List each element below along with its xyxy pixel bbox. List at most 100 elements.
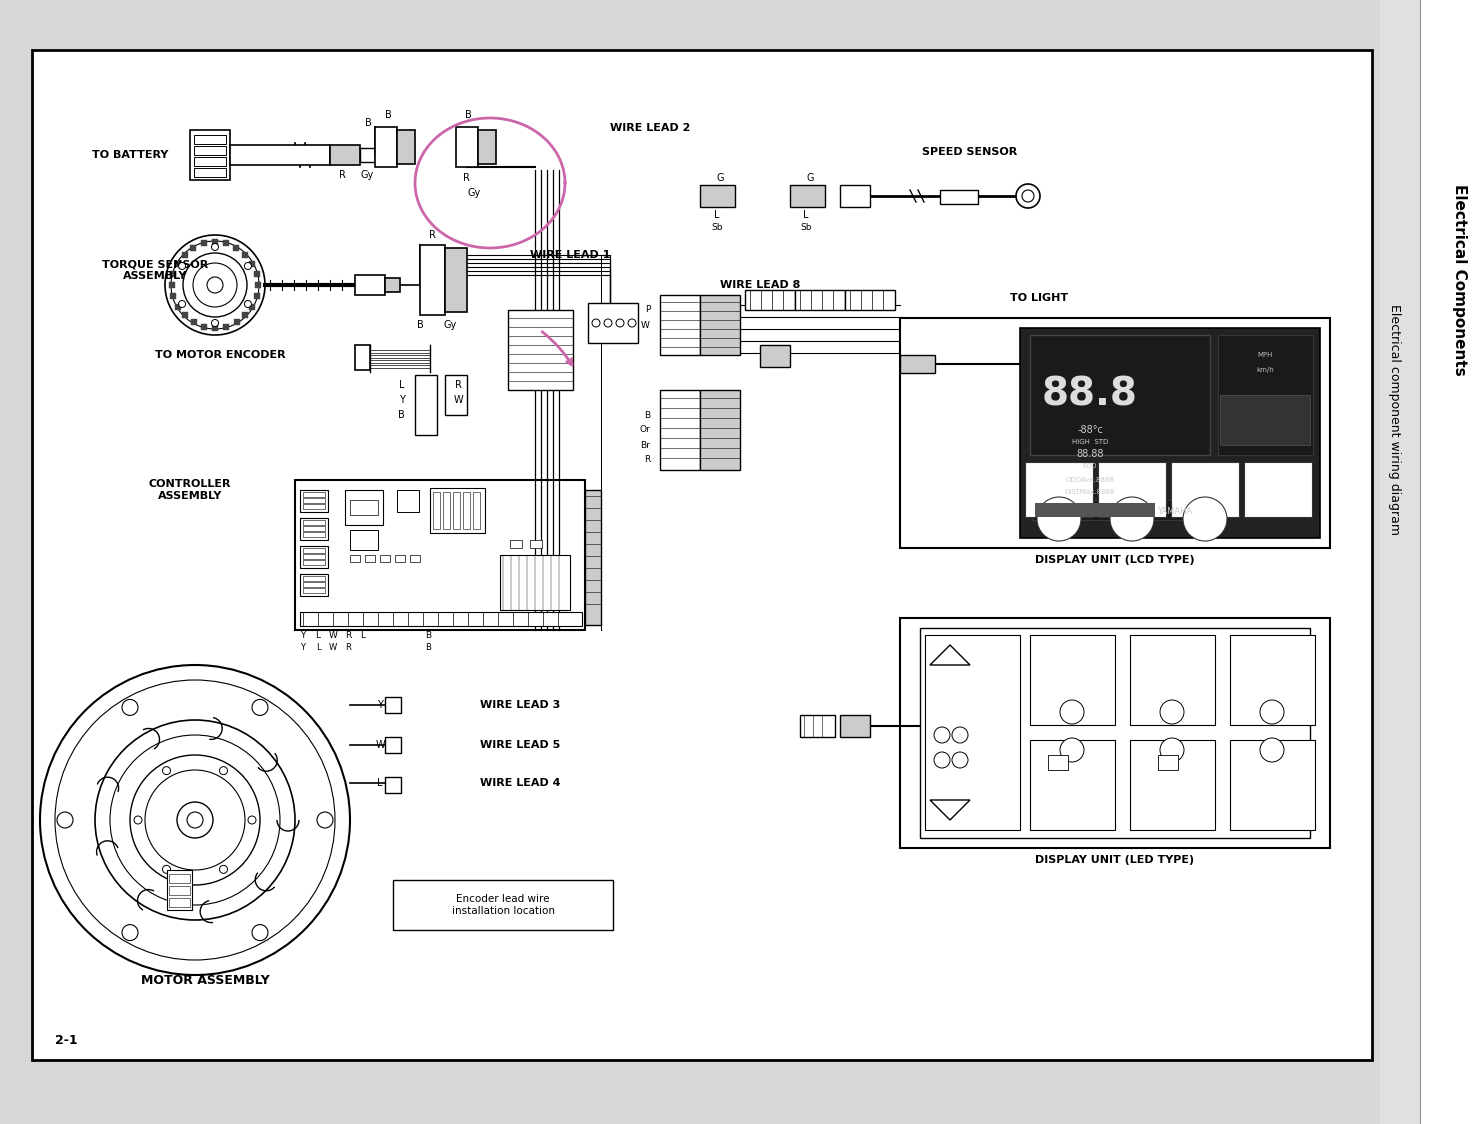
Circle shape <box>628 319 636 327</box>
Circle shape <box>591 319 600 327</box>
Bar <box>295 480 585 629</box>
Bar <box>700 185 735 207</box>
Bar <box>499 555 571 610</box>
Bar <box>1230 635 1315 725</box>
Bar <box>356 345 370 370</box>
Circle shape <box>317 812 333 828</box>
Bar <box>1220 395 1310 445</box>
Bar <box>194 167 225 176</box>
Text: R: R <box>462 173 470 183</box>
Bar <box>190 130 230 180</box>
Bar <box>900 318 1329 549</box>
Bar <box>397 130 415 164</box>
Bar <box>302 575 325 581</box>
Circle shape <box>247 816 256 824</box>
Circle shape <box>951 727 968 743</box>
Bar <box>840 185 870 207</box>
Text: W: W <box>329 644 336 653</box>
Text: L: L <box>360 632 366 641</box>
Bar <box>920 628 1310 839</box>
Bar <box>169 898 190 907</box>
Bar <box>212 239 218 245</box>
Text: B: B <box>385 110 391 120</box>
Text: MPH: MPH <box>1257 352 1273 359</box>
Text: L: L <box>714 210 720 220</box>
Text: ECO: ECO <box>1083 463 1097 469</box>
Bar <box>790 185 825 207</box>
Text: R: R <box>455 380 461 390</box>
Circle shape <box>165 235 265 335</box>
Text: HIGH  STD: HIGH STD <box>1071 439 1109 445</box>
Bar <box>845 290 895 310</box>
Text: Sb: Sb <box>800 224 812 233</box>
Bar <box>443 492 451 529</box>
Text: DISPLAY UNIT (LED TYPE): DISPLAY UNIT (LED TYPE) <box>1036 855 1194 865</box>
Text: SPEED SENSOR: SPEED SENSOR <box>922 147 1018 157</box>
Bar <box>230 145 330 165</box>
Bar <box>167 870 193 910</box>
Bar <box>900 618 1329 847</box>
Bar <box>385 777 402 794</box>
Bar <box>175 303 181 309</box>
Circle shape <box>934 752 950 768</box>
Bar <box>1031 500 1206 520</box>
Text: R: R <box>345 644 351 653</box>
Circle shape <box>122 925 138 941</box>
Text: TO BATTERY: TO BATTERY <box>92 149 167 160</box>
Text: B: B <box>465 110 471 120</box>
Polygon shape <box>931 645 971 665</box>
Text: TO MOTOR ENCODER: TO MOTOR ENCODER <box>154 350 286 360</box>
Bar <box>1030 740 1114 830</box>
Bar <box>243 312 249 318</box>
Bar <box>1030 635 1114 725</box>
Bar <box>356 275 385 294</box>
Bar <box>1048 755 1069 770</box>
Text: Sb: Sb <box>711 224 723 233</box>
Bar <box>1129 635 1215 725</box>
Bar <box>396 555 405 562</box>
Bar <box>202 241 207 246</box>
Bar <box>194 157 225 166</box>
Text: TO LIGHT: TO LIGHT <box>1011 293 1069 303</box>
Bar <box>169 886 190 895</box>
Text: R: R <box>643 455 651 464</box>
Bar <box>659 294 700 355</box>
Circle shape <box>1023 190 1034 202</box>
Text: MOTOR ASSEMBLY: MOTOR ASSEMBLY <box>141 973 270 987</box>
Bar <box>794 290 845 310</box>
Circle shape <box>182 253 247 317</box>
Circle shape <box>130 755 259 885</box>
Circle shape <box>179 263 185 270</box>
Circle shape <box>133 816 142 824</box>
Bar <box>1380 0 1482 1124</box>
Bar <box>1020 328 1320 538</box>
Text: L: L <box>400 380 405 390</box>
Text: G: G <box>716 173 723 183</box>
Text: Y: Y <box>301 644 305 653</box>
Text: TORQUE SENSOR
ASSEMBLY: TORQUE SENSOR ASSEMBLY <box>102 260 207 281</box>
Text: R: R <box>428 230 436 241</box>
Bar <box>299 574 328 596</box>
Circle shape <box>252 699 268 715</box>
Bar <box>255 282 261 288</box>
Circle shape <box>95 720 295 921</box>
Bar <box>350 555 360 562</box>
Text: W: W <box>453 395 462 405</box>
Bar <box>1026 462 1094 517</box>
Bar <box>224 241 230 246</box>
Circle shape <box>212 319 218 326</box>
Bar <box>745 290 794 310</box>
Text: R: R <box>345 632 351 641</box>
Bar <box>302 532 325 537</box>
Text: Or: Or <box>639 426 651 435</box>
Bar <box>350 531 378 550</box>
Text: Y: Y <box>376 700 382 710</box>
Bar <box>345 490 382 525</box>
Text: P: P <box>645 306 651 315</box>
Text: 88.8: 88.8 <box>1042 377 1138 414</box>
Bar <box>456 127 479 167</box>
Text: YAMAHA: YAMAHA <box>1157 508 1193 517</box>
Circle shape <box>163 865 170 873</box>
Bar <box>397 490 419 513</box>
Circle shape <box>617 319 624 327</box>
